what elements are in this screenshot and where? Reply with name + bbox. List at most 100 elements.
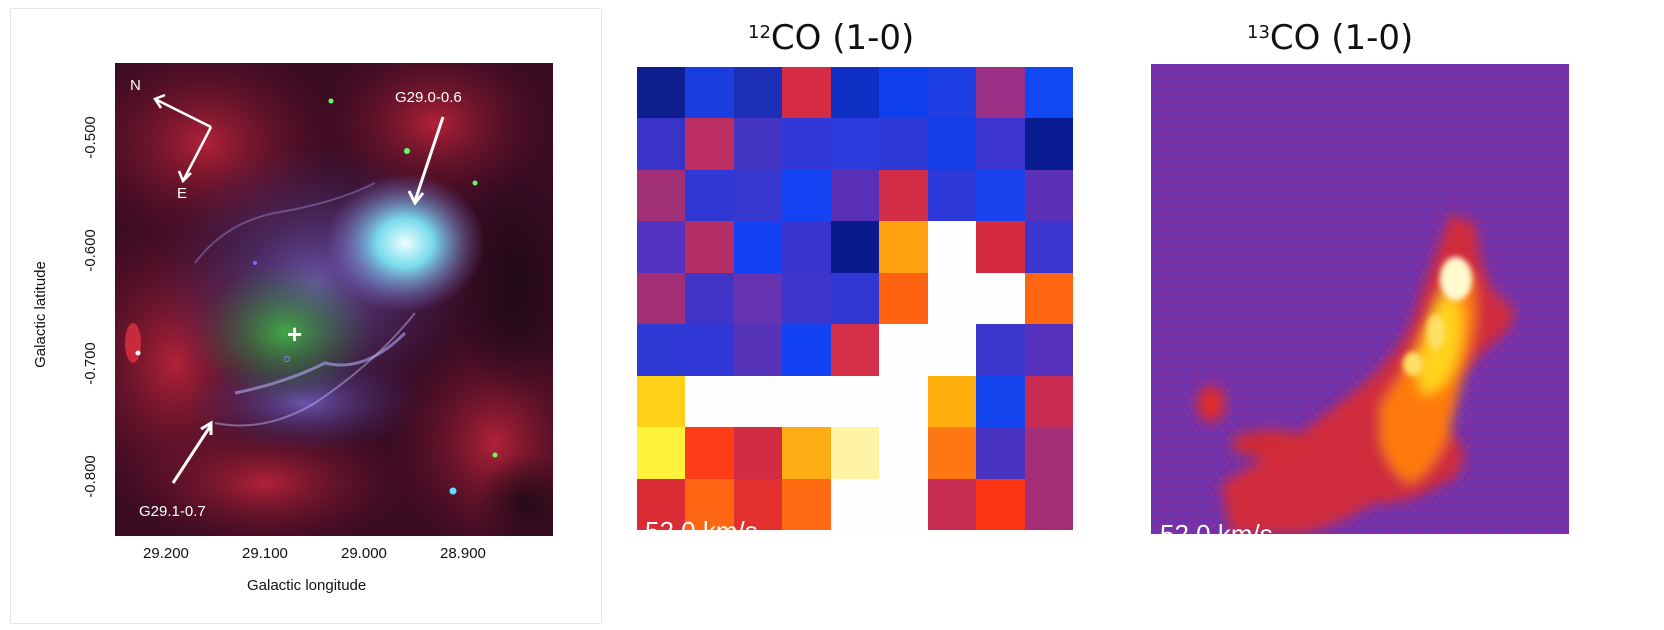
map-pixel — [976, 324, 1025, 376]
x-axis-label: Galactic longitude — [247, 577, 367, 594]
x-tick-label: 29.000 — [341, 545, 387, 562]
map-pixel — [637, 118, 686, 170]
position-marker: + — [287, 319, 303, 349]
panel-13co-title: 13CO (1-0) — [1247, 18, 1413, 58]
map-pixel — [976, 169, 1025, 222]
map-pixel — [879, 118, 928, 170]
map-pixel — [733, 324, 783, 376]
map-pixel — [1024, 375, 1073, 428]
map-pixel — [637, 324, 686, 376]
map-pixel — [879, 272, 928, 325]
map-pixel — [637, 478, 686, 530]
map-pixel — [927, 324, 977, 376]
map-pixel — [1024, 478, 1073, 530]
co12-pixel-map — [637, 67, 1073, 530]
isotope-superscript: 12 — [748, 22, 771, 43]
map-pixel — [879, 324, 928, 376]
map-pixel — [976, 272, 1025, 325]
y-tick-label: -0.800 — [81, 455, 99, 498]
map-pixel — [782, 427, 831, 479]
line-name: CO (1-0) — [1269, 18, 1414, 58]
map-pixel — [1024, 67, 1073, 119]
map-pixel — [830, 272, 880, 325]
map-pixel — [685, 221, 734, 273]
map-pixel — [782, 375, 831, 428]
map-pixel — [879, 427, 928, 479]
map-pixel — [879, 169, 928, 222]
velocity-label-13co: 52.0 km/s — [1160, 519, 1273, 549]
map-pixel — [976, 375, 1025, 428]
map-pixel — [1024, 221, 1073, 273]
map-pixel — [685, 272, 734, 325]
y-tick-label: -0.600 — [81, 229, 99, 272]
map-pixel — [733, 118, 783, 170]
map-pixel — [976, 221, 1025, 273]
map-pixel — [685, 169, 734, 222]
compass-east-label: E — [177, 185, 188, 202]
map-pixel — [637, 221, 686, 273]
map-pixel — [879, 221, 928, 273]
map-pixel — [830, 375, 880, 428]
map-pixel — [637, 427, 686, 479]
map-pixel — [733, 169, 783, 222]
velocity-label-12co: 52.0 km/s — [645, 516, 758, 546]
map-pixel — [1024, 324, 1073, 376]
map-pixel — [830, 67, 880, 119]
map-pixel — [1024, 427, 1073, 479]
map-pixel — [637, 169, 686, 222]
map-pixel — [976, 118, 1025, 170]
map-pixel — [927, 67, 977, 119]
isotope-superscript: 13 — [1247, 22, 1270, 43]
map-pixel — [685, 375, 734, 428]
map-pixel — [637, 272, 686, 325]
map-pixel — [879, 478, 928, 530]
y-tick-label: -0.700 — [81, 342, 99, 385]
line-name: CO (1-0) — [770, 18, 915, 58]
map-pixel — [637, 375, 686, 428]
map-pixel — [879, 375, 928, 428]
map-pixel — [927, 118, 977, 170]
y-axis-label: Galactic latitude — [31, 261, 49, 368]
map-pixel — [830, 221, 880, 273]
source-label-upper: G29.0-0.6 — [395, 89, 462, 106]
map-pixel — [733, 272, 783, 325]
infrared-composite-image: N E G29.0-0.6 G29.1-0.7 + — [115, 63, 553, 536]
map-pixel — [927, 221, 977, 273]
map-pixel — [976, 427, 1025, 479]
map-pixel — [879, 67, 928, 119]
map-pixel — [685, 67, 734, 119]
x-tick-label: 29.100 — [242, 545, 288, 562]
map-pixel — [733, 221, 783, 273]
map-pixel — [782, 478, 831, 530]
map-pixel — [685, 324, 734, 376]
map-pixel — [927, 169, 977, 222]
map-pixel — [976, 478, 1025, 530]
map-pixel — [733, 375, 783, 428]
map-pixel — [685, 118, 734, 170]
map-pixel — [927, 272, 977, 325]
map-pixel — [733, 427, 783, 479]
map-pixel — [637, 67, 686, 119]
map-pixel — [830, 324, 880, 376]
map-pixel — [782, 67, 831, 119]
map-pixel — [685, 427, 734, 479]
map-pixel — [976, 67, 1025, 119]
map-pixel — [830, 118, 880, 170]
map-pixel — [927, 478, 977, 530]
x-tick-label: 29.200 — [143, 545, 189, 562]
map-pixel — [830, 169, 880, 222]
map-pixel — [782, 221, 831, 273]
map-pixel — [830, 427, 880, 479]
map-pixel — [733, 478, 783, 530]
infrared-panel: Galactic latitude -0.500 -0.600 -0.700 -… — [10, 8, 602, 624]
map-pixel — [782, 169, 831, 222]
source-label-lower: G29.1-0.7 — [139, 503, 206, 520]
map-pixel — [782, 324, 831, 376]
map-pixel — [782, 118, 831, 170]
map-pixel — [927, 427, 977, 479]
map-pixel — [782, 272, 831, 325]
map-pixel — [733, 67, 783, 119]
map-pixel — [830, 478, 880, 530]
map-pixel — [685, 478, 734, 530]
map-pixel — [1024, 169, 1073, 222]
